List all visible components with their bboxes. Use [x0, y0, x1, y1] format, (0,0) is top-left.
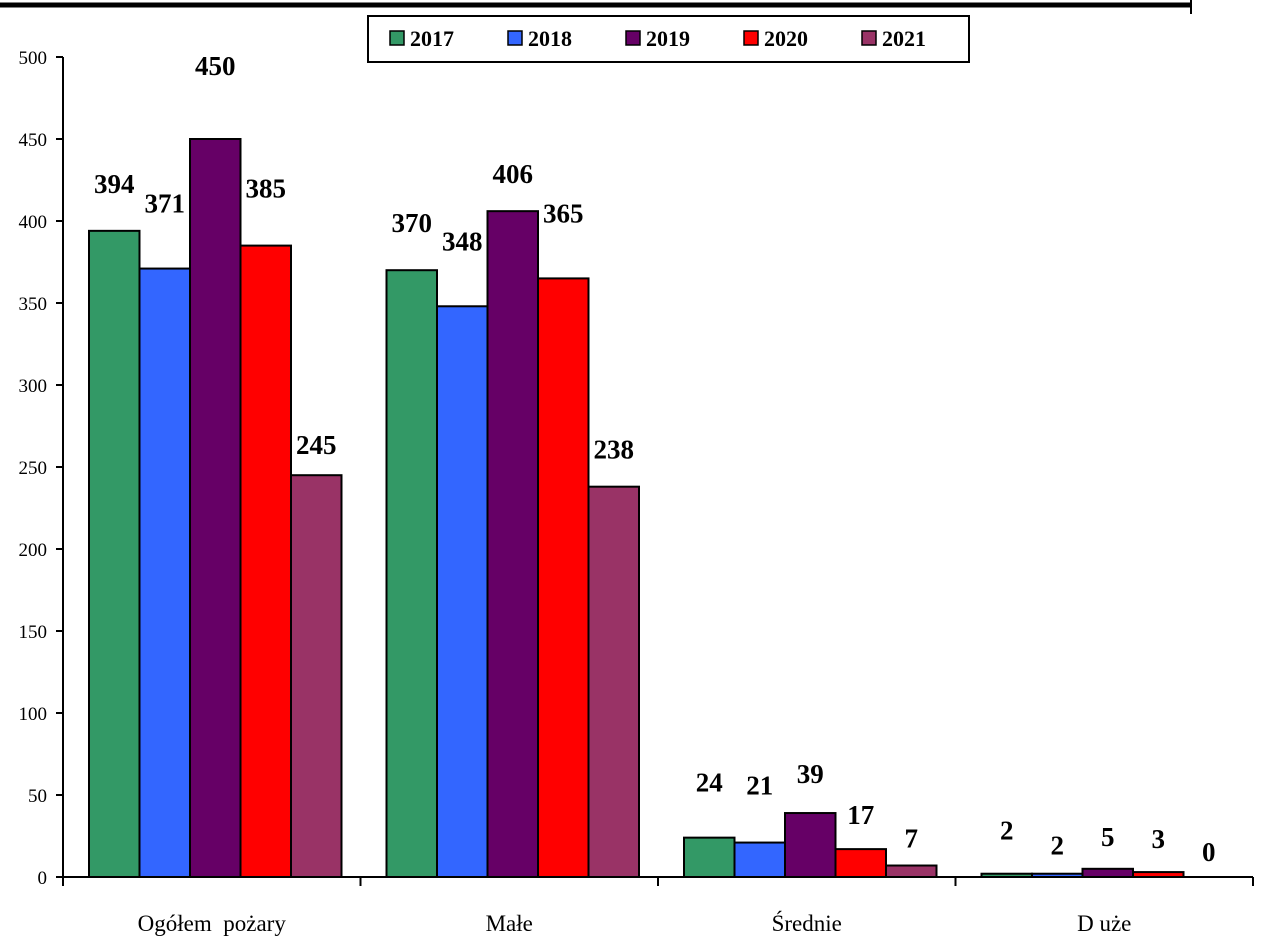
bar-2017-3: [980, 872, 1033, 878]
legend: 2017 2018 2019 2020 2021: [367, 15, 970, 63]
legend-label-2021: 2021: [882, 26, 926, 51]
data-label-2019-3: 5: [1101, 822, 1115, 852]
data-label-2017-0: 394: [94, 169, 135, 199]
data-label-2020-2: 17: [847, 800, 874, 830]
bar-2021-2: [885, 864, 938, 879]
bar-2021-1: [587, 485, 640, 878]
bar-2019-1: [486, 210, 539, 879]
y-tick-label: 450: [19, 130, 48, 151]
y-tick-label: 200: [19, 540, 48, 561]
data-label-2017-2: 24: [696, 768, 723, 798]
bar-2020-3: [1132, 871, 1185, 879]
data-label-2020-1: 365: [543, 198, 584, 228]
bar-2018-1: [436, 305, 489, 878]
bar-2017-0: [88, 229, 141, 878]
data-label-2017-1: 370: [392, 208, 433, 238]
legend-label-2017: 2017: [410, 26, 454, 51]
x-axis: Ogółem pożary Małe Średnie D uże: [62, 876, 1254, 936]
data-label-2018-2: 21: [746, 771, 773, 801]
data-label-2021-2: 7: [905, 824, 919, 854]
data-label-2019-1: 406: [493, 159, 534, 189]
data-label-2020-3: 3: [1152, 824, 1166, 854]
x-category-label: Ogółem pożary: [138, 911, 287, 936]
bar-2021-0: [290, 474, 343, 878]
bar-2019-0: [189, 138, 242, 878]
data-label-2019-0: 450: [195, 51, 236, 81]
legend-swatch-2017: [389, 30, 405, 46]
y-tick-label: 50: [28, 786, 47, 807]
bar-2020-1: [537, 277, 590, 878]
bar-2018-2: [733, 841, 786, 878]
x-category-label: Małe: [486, 911, 533, 936]
legend-swatch-2020: [743, 30, 759, 46]
data-label-2021-0: 245: [296, 430, 337, 460]
legend-label-2020: 2020: [764, 26, 808, 51]
y-tick-label: 300: [19, 376, 48, 397]
legend-swatch-2021: [861, 30, 877, 46]
legend-swatch-2018: [507, 30, 523, 46]
legend-label-2019: 2019: [646, 26, 690, 51]
y-tick-label: 350: [19, 294, 48, 315]
y-tick-label: 400: [19, 212, 48, 233]
bars: [88, 138, 1185, 879]
bar-2017-1: [385, 269, 438, 878]
bar-2019-2: [784, 812, 837, 878]
data-label-2018-0: 371: [145, 189, 186, 219]
y-tick-label: 0: [38, 868, 48, 889]
x-category-label: Średnie: [772, 910, 842, 936]
data-label-2017-3: 2: [1000, 816, 1014, 846]
data-label-2021-3: 0: [1202, 837, 1216, 867]
y-tick-label: 250: [19, 458, 48, 479]
bar-2020-2: [834, 848, 887, 878]
bar-2018-0: [138, 267, 191, 878]
data-label-2019-2: 39: [797, 759, 824, 789]
y-axis: 0 50 100 150 200 250 300 350 400 450 500: [19, 48, 64, 889]
bar-2020-0: [239, 244, 292, 879]
bar-2018-3: [1031, 872, 1084, 878]
legend-swatch-2019: [625, 30, 641, 46]
data-label-2021-1: 238: [594, 435, 635, 465]
bar-2019-3: [1081, 867, 1134, 878]
y-tick-label: 150: [19, 622, 48, 643]
data-labels: 394 371 450 385 245 370 348 406 365 238 24 21 39 17 7 2…: [94, 51, 1216, 867]
data-label-2020-0: 385: [246, 174, 287, 204]
x-category-label: D uże: [1077, 911, 1131, 936]
y-tick-label: 500: [19, 48, 48, 69]
bar-2017-2: [683, 836, 736, 879]
data-label-2018-3: 2: [1051, 831, 1065, 861]
y-tick-label: 100: [19, 704, 48, 725]
legend-label-2018: 2018: [528, 26, 572, 51]
data-label-2018-1: 348: [442, 226, 483, 256]
